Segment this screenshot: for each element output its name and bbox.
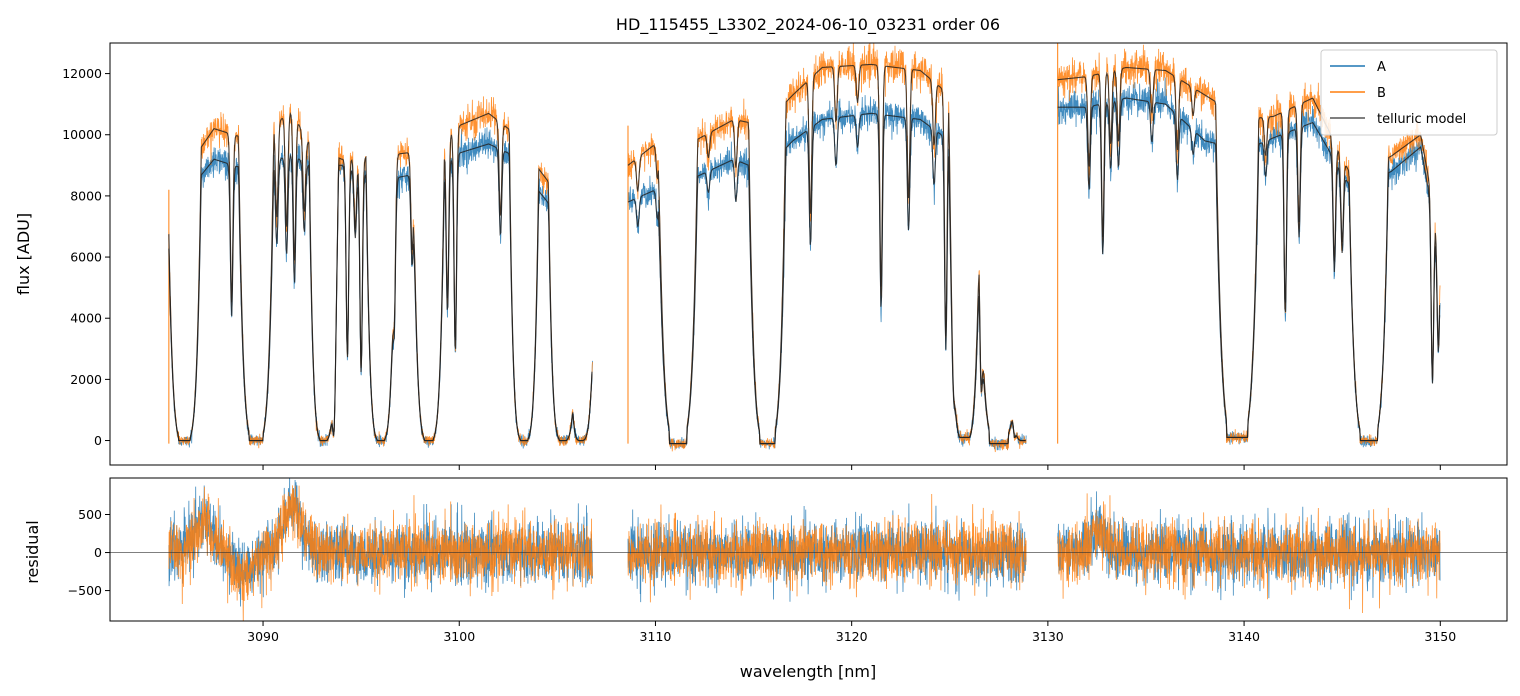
flux-ytick-label: 6000: [70, 250, 102, 265]
flux-y-ticks: 0 2000 4000 6000 8000 10000 12000: [62, 66, 110, 448]
x-axis-label: wavelength [nm]: [740, 662, 877, 681]
flux-ytick-label: 10000: [62, 127, 102, 142]
residual-ytick-label: 0: [94, 545, 102, 560]
residual-plot-area: [110, 478, 1507, 621]
residual-xtick-label: 3100: [443, 629, 475, 644]
residual-panel: −500 0 500 3090 3100 3110 3120 3130 3140 3150 re…: [23, 477, 1508, 681]
flux-plot-area: [168, 43, 1441, 453]
flux-y-axis-label: flux [ADU]: [14, 213, 33, 295]
telluric-model-B-segment-1: [168, 111, 593, 442]
series-B-residual: [168, 485, 1441, 621]
flux-ytick-label: 8000: [70, 188, 102, 203]
telluric-model-lines: [168, 63, 1441, 445]
residual-xtick-label: 3090: [247, 629, 279, 644]
residual-xtick-label: 3110: [640, 629, 672, 644]
chart-title: HD_115455_L3302_2024-06-10_03231 order 0…: [616, 15, 1000, 35]
flux-ytick-label: 12000: [62, 66, 102, 81]
residual-ytick-label: −500: [68, 583, 102, 598]
residual-xtick-label: 3120: [836, 629, 868, 644]
legend-label-A: A: [1377, 60, 1386, 75]
legend: A B telluric model: [1320, 49, 1498, 136]
residual-axes-frame: [109, 477, 1508, 622]
residual-xtick-label: 3140: [1228, 629, 1260, 644]
residual-B-segment-3: [1057, 493, 1441, 614]
legend-label-B: B: [1377, 86, 1386, 101]
residual-xtick-label: 3130: [1032, 629, 1064, 644]
flux-axes-frame: [109, 42, 1508, 466]
telluric-model-B-segment-3: [1057, 66, 1441, 442]
residual-B-segment-2: [627, 493, 1027, 603]
residual-B-segment-1: [168, 485, 593, 621]
flux-ytick-label: 4000: [70, 311, 102, 326]
residual-xtick-label: 3150: [1424, 629, 1456, 644]
residual-ytick-label: 500: [78, 507, 102, 522]
residual-x-ticks: 3090 3100 3110 3120 3130 3140 3150: [247, 621, 1456, 644]
flux-x-ticks: [262, 465, 1441, 470]
flux-ytick-label: 2000: [70, 372, 102, 387]
residual-y-axis-label: residual: [23, 520, 42, 583]
legend-label-telluric-model: telluric model: [1377, 112, 1466, 127]
flux-panel: 0 2000 4000 6000 8000 10000 12000 flux [ADU] A…: [14, 42, 1508, 470]
legend-box: [1320, 49, 1498, 136]
flux-ytick-label: 0: [94, 433, 102, 448]
telluric-model-B-segment-2: [627, 63, 1026, 445]
residual-y-ticks: −500 0 500: [68, 507, 110, 598]
